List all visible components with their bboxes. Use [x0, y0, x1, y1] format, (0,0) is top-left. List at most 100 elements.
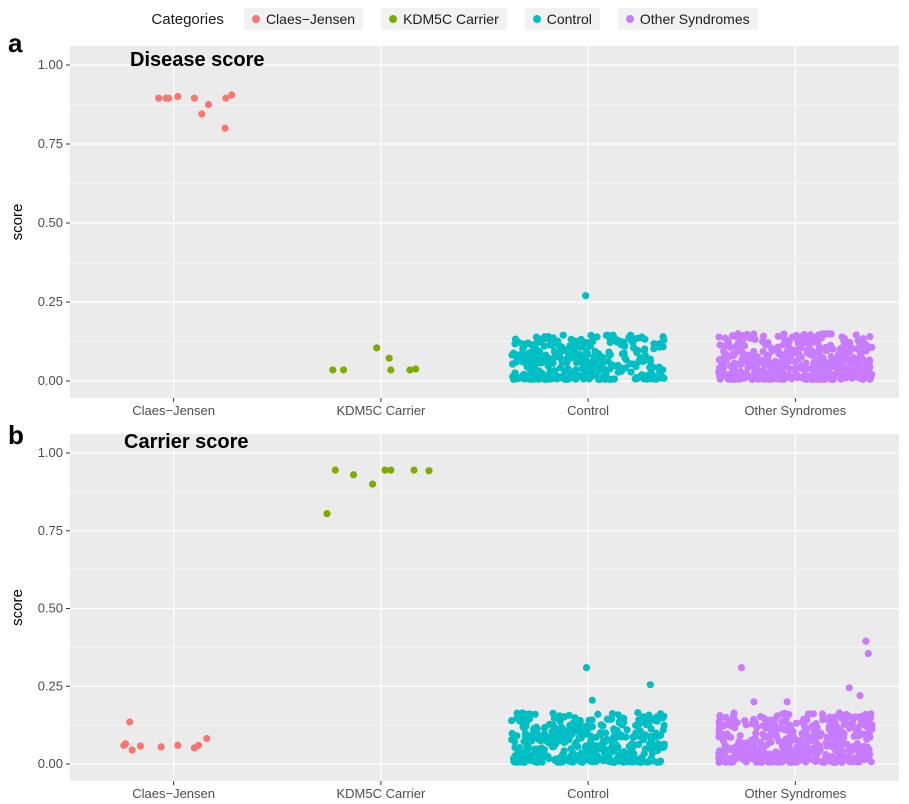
data-point	[596, 366, 604, 374]
data-point	[540, 746, 549, 754]
data-point	[659, 373, 667, 382]
data-point	[560, 346, 568, 355]
data-point	[800, 337, 809, 345]
data-point	[613, 754, 622, 762]
data-point	[578, 749, 587, 758]
data-point	[771, 715, 779, 723]
data-point	[633, 374, 641, 383]
data-point	[802, 731, 811, 740]
x-tick-label: Control	[567, 786, 609, 801]
data-point	[571, 714, 579, 722]
data-point	[387, 366, 395, 374]
data-point	[633, 348, 641, 357]
data-point	[756, 368, 764, 377]
data-point	[720, 722, 729, 730]
data-point	[656, 731, 665, 739]
data-point	[174, 93, 182, 101]
data-point	[809, 367, 818, 375]
legend-label: Control	[546, 11, 592, 27]
data-point	[610, 333, 618, 342]
x-tick-label: Other Syndromes	[744, 786, 846, 801]
data-point	[587, 331, 595, 339]
data-point	[509, 360, 517, 368]
data-point	[719, 737, 727, 745]
data-point	[570, 341, 579, 350]
data-point	[829, 345, 837, 353]
data-point	[837, 714, 845, 722]
data-point	[638, 371, 646, 379]
data-point	[591, 741, 599, 750]
panel-title: Disease score	[130, 49, 265, 71]
data-point	[815, 347, 823, 355]
data-point	[792, 331, 800, 340]
data-point	[610, 375, 618, 383]
x-tick-label: Claes−Jensen	[132, 786, 215, 801]
data-point	[868, 343, 876, 351]
data-point	[864, 649, 872, 658]
data-point	[781, 737, 789, 745]
data-point	[588, 696, 596, 704]
data-point	[634, 709, 642, 717]
data-point	[750, 698, 758, 706]
data-point	[824, 753, 832, 762]
data-point	[578, 373, 586, 381]
data-point	[720, 363, 728, 372]
legend-key-dot	[389, 15, 398, 23]
data-point	[715, 333, 723, 341]
data-point	[742, 370, 750, 378]
data-point	[800, 715, 808, 723]
data-point	[618, 340, 626, 348]
data-point	[715, 732, 723, 741]
data-point	[846, 359, 855, 367]
data-point	[763, 720, 771, 728]
data-point	[190, 94, 198, 102]
data-point	[842, 710, 851, 719]
data-point	[583, 722, 591, 730]
data-point	[730, 709, 738, 717]
data-point	[649, 757, 657, 765]
data-point	[857, 756, 865, 764]
data-point	[625, 333, 633, 341]
x-tick-label: Other Syndromes	[744, 403, 846, 418]
data-point	[632, 334, 641, 343]
data-point	[648, 370, 656, 379]
data-point	[742, 721, 750, 729]
data-point	[819, 716, 827, 724]
data-point	[520, 737, 528, 746]
data-point	[527, 733, 535, 741]
data-point	[549, 721, 557, 729]
data-point	[530, 757, 538, 765]
data-point	[867, 710, 875, 718]
data-point	[812, 720, 820, 728]
data-point	[587, 737, 595, 745]
data-point	[799, 364, 808, 372]
data-point	[538, 369, 546, 377]
data-point	[511, 375, 519, 383]
data-point	[765, 368, 774, 377]
data-point	[594, 710, 602, 718]
y-tick-label: 0.00	[38, 756, 63, 771]
data-point	[228, 91, 236, 99]
data-point	[778, 355, 786, 364]
data-point	[845, 684, 853, 692]
data-point	[791, 364, 800, 372]
data-point	[607, 715, 616, 723]
data-point	[513, 758, 521, 766]
data-point	[822, 370, 831, 378]
data-point	[592, 733, 600, 741]
data-point	[787, 346, 796, 354]
data-point	[509, 349, 518, 357]
y-tick-label: 0.00	[38, 373, 63, 388]
data-point	[729, 372, 738, 380]
data-point	[544, 332, 552, 341]
data-point	[849, 745, 857, 753]
data-point	[660, 742, 668, 751]
data-point	[810, 726, 819, 734]
data-point	[852, 331, 860, 339]
data-point	[537, 736, 545, 745]
data-point	[550, 348, 559, 356]
data-point	[136, 742, 145, 750]
data-point	[771, 749, 779, 757]
data-point	[801, 723, 809, 731]
